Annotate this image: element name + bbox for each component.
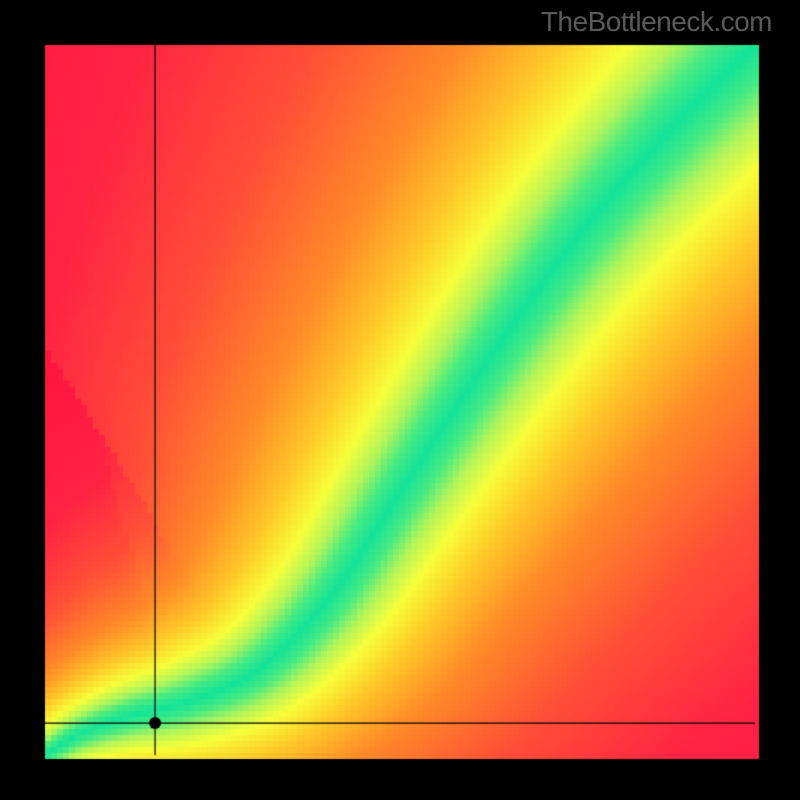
heatmap-canvas (0, 0, 800, 800)
watermark-text: TheBottleneck.com (541, 6, 772, 38)
chart-container: TheBottleneck.com (0, 0, 800, 800)
